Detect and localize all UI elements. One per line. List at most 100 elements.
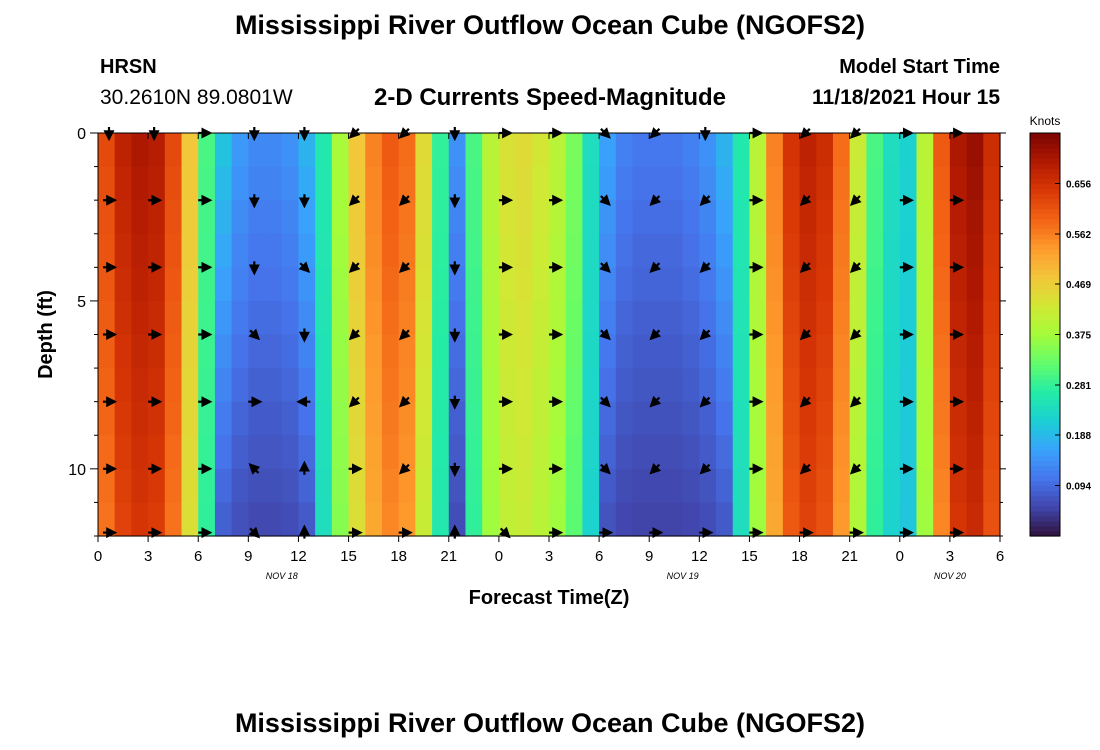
heatmap-cell: [448, 300, 467, 336]
heatmap-cell: [281, 468, 300, 504]
heatmap-cell: [582, 233, 600, 268]
heatmap-cell: [148, 267, 166, 302]
heatmap-cell: [198, 468, 216, 504]
colorbar-segment: [1030, 495, 1060, 502]
heatmap-cell: [214, 468, 233, 504]
heatmap-cell: [465, 401, 483, 436]
heatmap-cell: [331, 502, 350, 537]
current-arrow: [599, 261, 611, 274]
heatmap-cell: [983, 233, 1001, 268]
heatmap-cell: [716, 300, 734, 336]
heatmap-cell: [883, 300, 901, 336]
heatmap-cell: [498, 166, 517, 201]
heatmap-cell: [615, 166, 634, 201]
heatmap-cell: [632, 233, 650, 268]
heatmap-cell: [682, 166, 700, 201]
heatmap-cell: [298, 368, 316, 403]
heatmap-cell: [198, 200, 216, 235]
heatmap-cell: [331, 435, 350, 470]
x-tick-label: 3: [545, 548, 553, 565]
heatmap-cell: [515, 233, 533, 268]
current-arrow: [348, 194, 361, 206]
heatmap-cell: [599, 401, 617, 436]
heatmap-cell: [498, 133, 517, 168]
heatmap-cell: [231, 166, 249, 201]
heatmap-cell: [866, 401, 884, 436]
heatmap-cell: [131, 334, 149, 369]
x-tick-label: 6: [595, 548, 603, 565]
current-arrow: [599, 194, 611, 206]
heatmap-cell: [265, 435, 283, 470]
heatmap-cell: [398, 334, 416, 369]
heatmap-cell: [832, 502, 851, 537]
heatmap-cell: [348, 233, 366, 268]
heatmap-cell: [966, 435, 984, 470]
heatmap-cell: [816, 435, 834, 470]
heatmap-cell: [498, 267, 517, 302]
heatmap-cell: [381, 166, 400, 201]
heatmap-cell: [331, 401, 350, 436]
current-arrow: [849, 194, 862, 206]
heatmap-cell: [782, 300, 801, 336]
heatmap-cell: [716, 133, 734, 168]
heatmap-cell: [248, 502, 266, 537]
current-arrow: [799, 462, 812, 475]
heatmap-cell: [248, 200, 266, 235]
heatmap-cell: [766, 233, 784, 268]
heatmap-cell: [782, 502, 801, 537]
heatmap-cell: [615, 502, 634, 537]
heatmap-cell: [331, 133, 350, 168]
heatmap-cell: [348, 334, 366, 369]
heatmap-cell: [916, 166, 934, 201]
heatmap-cell: [983, 435, 1001, 470]
currents-heatmap-chart: 0 3 6 9 12 15 18 21 0 3 6 9 12 15 18 21 0 3 6 NOV 18 NOV 19 N…: [35, 114, 1091, 609]
colorbar-segment: [1030, 379, 1060, 386]
heatmap-cell: [599, 300, 617, 336]
heatmap-cell: [699, 267, 717, 302]
heatmap-cell: [949, 233, 968, 268]
heatmap-cell: [214, 267, 233, 302]
colorbar-segment: [1030, 324, 1060, 331]
heatmap-cell: [949, 200, 968, 235]
heatmap-cell: [933, 468, 951, 504]
heatmap-cell: [231, 200, 249, 235]
heatmap-cell: [348, 401, 366, 436]
colorbar-segment: [1030, 399, 1060, 406]
colorbar-segment: [1030, 168, 1060, 174]
heatmap-cell: [181, 166, 199, 201]
colorbar-segment: [1030, 450, 1060, 456]
colorbar-segment: [1030, 530, 1060, 537]
heatmap-cell: [766, 300, 784, 336]
heatmap-cell: [432, 468, 450, 504]
heatmap-cell: [298, 267, 316, 302]
heatmap-cell: [682, 435, 700, 470]
heatmap-cell: [682, 334, 700, 369]
current-arrow: [398, 395, 411, 408]
colorbar-segment: [1030, 445, 1060, 451]
heatmap-cell: [899, 200, 918, 235]
heatmap-cell: [298, 233, 316, 268]
heatmap-cell: [849, 233, 867, 268]
heatmap-cell: [181, 300, 199, 336]
heatmap-cell: [465, 334, 483, 369]
colorbar-segment: [1030, 374, 1060, 381]
heatmap-cell: [532, 502, 550, 537]
heatmap-cell: [866, 368, 884, 403]
heatmap-cell: [465, 267, 483, 302]
heatmap-cell: [849, 368, 867, 403]
heatmap-cell: [782, 166, 801, 201]
heatmap-cell: [615, 267, 634, 302]
heatmap-cell: [816, 468, 834, 504]
heatmap-cell: [866, 200, 884, 235]
heatmap-cell: [749, 300, 767, 336]
heatmap-cell: [398, 166, 416, 201]
heatmap-cell: [632, 166, 650, 201]
heatmap-cell: [832, 200, 851, 235]
heatmap-cell: [164, 166, 183, 201]
heatmap-cell: [131, 368, 149, 403]
colorbar-segment: [1030, 425, 1060, 431]
colorbar-segment: [1030, 183, 1060, 190]
heatmap-cell: [699, 233, 717, 268]
colorbar-segment: [1030, 289, 1060, 295]
heatmap-cell: [949, 401, 968, 436]
